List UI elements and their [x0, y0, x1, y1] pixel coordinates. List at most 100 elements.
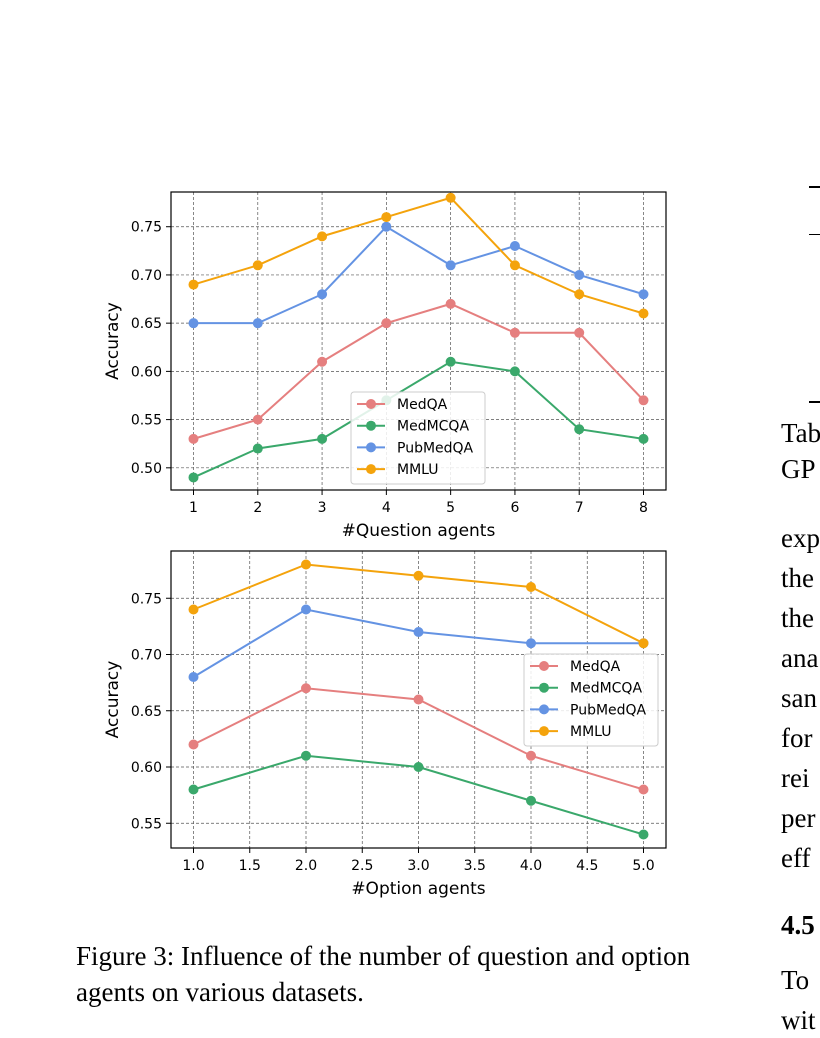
x-axis-label: #Option agents	[351, 879, 485, 899]
data-point	[509, 366, 520, 377]
x-tick-label: 4	[382, 500, 391, 516]
data-point	[301, 559, 311, 570]
x-tick-label: 2.5	[351, 858, 373, 874]
series-line	[193, 225, 644, 325]
x-tick-label: 7	[575, 500, 584, 516]
x-tick-label: 3.5	[464, 858, 486, 874]
data-point	[445, 192, 456, 203]
legend-label: MedMCQA	[397, 419, 469, 435]
figure-caption: Figure 3: Influence of the number of que…	[76, 941, 691, 1007]
data-point	[509, 241, 520, 252]
data-point	[252, 318, 263, 329]
y-axis-label: Accuracy	[103, 661, 123, 739]
right-column-clipped-text: Tab GP exp the the ana san for rei per e…	[781, 0, 820, 1035]
y-tick-label: 0.65	[131, 316, 162, 332]
data-point	[526, 795, 536, 806]
right-fragment: Tab	[781, 418, 820, 448]
data-point	[188, 672, 199, 682]
series-medqa	[188, 298, 649, 444]
grid	[171, 551, 666, 848]
series-line	[193, 302, 645, 440]
x-tick-label: 1.5	[239, 858, 261, 874]
data-point	[638, 784, 649, 795]
data-point	[188, 318, 199, 329]
right-fragment: wit	[781, 1005, 816, 1035]
data-point	[188, 604, 199, 615]
legend: MedQA MedMCQA PubMedQA MMLU	[350, 391, 486, 485]
y-tick-label: 0.70	[131, 268, 162, 284]
data-point	[638, 829, 649, 840]
x-tick-label: 5	[446, 500, 455, 516]
data-point	[252, 260, 263, 271]
legend-label: MedQA	[570, 659, 621, 675]
series-pubmedqa	[188, 221, 649, 329]
legend-swatch-marker	[539, 726, 549, 737]
legend-swatch-marker	[366, 442, 376, 453]
data-point	[445, 260, 456, 271]
series-line	[193, 196, 644, 315]
y-tick-label: 0.75	[131, 220, 162, 236]
legend-swatch-marker	[366, 399, 376, 409]
data-point	[413, 570, 424, 581]
right-fragment: exp	[781, 523, 820, 553]
data-point	[638, 433, 649, 444]
option-agents-chart: 1.0 1.5 2.0 2.5 3.0 3.5 4.0 4.5 5.0 0.55 0.60 0.65 0…	[103, 550, 667, 899]
data-point	[188, 739, 199, 750]
right-fragment: eff	[781, 843, 811, 873]
data-point	[381, 212, 392, 223]
y-tick-label: 0.65	[131, 704, 162, 720]
section-heading-fragment: 4.5	[781, 910, 815, 940]
data-point	[574, 327, 585, 338]
series-medmcqa	[188, 750, 649, 840]
question-agents-chart: 1 2 3 4 5 6 7 8 0.50 0.55 0.60 0.65 0.70 0.75 #Questio…	[103, 191, 667, 541]
legend-swatch-marker	[539, 682, 549, 693]
y-tick-label: 0.60	[131, 364, 162, 380]
plot-frame	[170, 191, 667, 491]
series-medmcqa	[188, 356, 649, 483]
series-pubmedqa	[188, 604, 649, 682]
right-fragment: ana	[781, 643, 819, 673]
data-point	[526, 750, 536, 761]
right-fragment: san	[781, 683, 817, 713]
data-point	[301, 604, 311, 615]
data-point	[252, 443, 263, 454]
legend-label: PubMedQA	[397, 440, 474, 456]
x-tick-label: 4.0	[520, 858, 542, 874]
x-tick-label: 3.0	[407, 858, 429, 874]
data-point	[413, 762, 424, 772]
y-tick-label: 0.75	[131, 591, 162, 607]
data-point	[445, 356, 456, 367]
legend-label: PubMedQA	[570, 702, 647, 718]
data-point	[188, 433, 199, 444]
right-fragment: for	[781, 723, 813, 753]
data-point	[188, 279, 199, 290]
data-point	[526, 638, 536, 649]
data-point	[574, 289, 585, 300]
y-tick-label: 0.55	[131, 816, 162, 832]
data-point	[252, 414, 263, 425]
right-fragment: per	[781, 803, 816, 833]
right-fragment: rei	[781, 763, 810, 793]
y-tick-label: 0.60	[131, 760, 162, 776]
data-point	[574, 269, 585, 280]
data-point	[638, 289, 649, 300]
legend-swatch-marker	[539, 704, 549, 715]
table-mid-rule	[809, 234, 820, 235]
data-point	[317, 231, 328, 242]
data-point	[509, 260, 520, 271]
data-point	[317, 289, 328, 300]
right-fragment: the	[781, 563, 814, 593]
right-fragment: the	[781, 603, 814, 633]
legend-swatch-marker	[366, 464, 376, 475]
x-axis-label: #Question agents	[342, 521, 496, 541]
data-point	[413, 627, 424, 637]
data-point	[381, 318, 392, 329]
right-fragment: GP	[781, 454, 816, 484]
data-point	[317, 356, 328, 367]
data-point	[381, 221, 392, 232]
legend-swatch-marker	[539, 661, 549, 671]
table-bottom-rule	[809, 401, 820, 403]
series-line	[193, 360, 644, 479]
